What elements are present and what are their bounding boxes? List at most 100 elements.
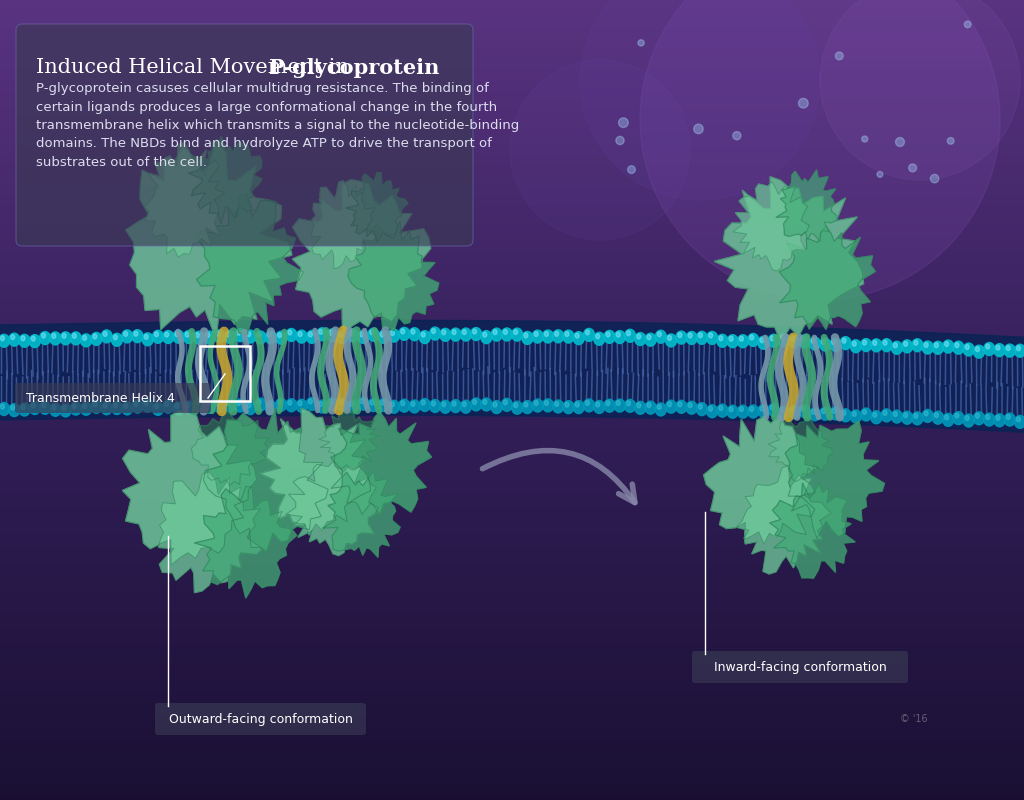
Bar (0, 129, 1024, 130)
Bar (0, 432, 1024, 433)
Bar (0, 410, 1024, 411)
Bar (0, 328, 1024, 329)
Ellipse shape (729, 406, 733, 412)
Bar (0, 540, 1024, 541)
Ellipse shape (522, 331, 532, 345)
Bar (0, 381, 1024, 382)
Bar (0, 537, 1024, 538)
Bar (0, 77, 1024, 78)
Bar (0, 412, 1024, 413)
Bar (0, 511, 1024, 512)
Ellipse shape (655, 403, 667, 416)
Ellipse shape (368, 398, 379, 411)
Bar (0, 607, 1024, 608)
Bar (0, 116, 1024, 117)
Bar (0, 195, 1024, 196)
Bar (0, 586, 1024, 587)
Ellipse shape (9, 403, 19, 417)
Bar (0, 796, 1024, 797)
Bar (0, 331, 1024, 332)
Bar (0, 585, 1024, 586)
Bar (0, 265, 1024, 266)
Bar (0, 147, 1024, 148)
Bar (0, 538, 1024, 539)
Bar (0, 568, 1024, 569)
Bar (0, 70, 1024, 71)
Bar (0, 615, 1024, 616)
Ellipse shape (535, 401, 539, 406)
Bar (0, 455, 1024, 456)
Circle shape (965, 21, 971, 28)
Bar (0, 447, 1024, 448)
Ellipse shape (719, 406, 723, 410)
Bar (0, 612, 1024, 613)
Bar (0, 563, 1024, 564)
Bar (0, 694, 1024, 695)
Bar (0, 6, 1024, 7)
Ellipse shape (419, 330, 430, 344)
Bar (0, 92, 1024, 93)
Ellipse shape (923, 341, 933, 354)
Bar (0, 187, 1024, 188)
Ellipse shape (788, 335, 800, 348)
Ellipse shape (819, 407, 830, 420)
Bar (0, 539, 1024, 540)
Bar (0, 61, 1024, 62)
Bar (0, 378, 1024, 379)
Bar (0, 117, 1024, 118)
Bar (0, 425, 1024, 426)
Ellipse shape (986, 414, 990, 420)
Ellipse shape (73, 334, 77, 338)
Text: Induced Helical Movement in: Induced Helical Movement in (36, 58, 355, 77)
Bar (0, 553, 1024, 554)
Bar (0, 589, 1024, 590)
Ellipse shape (850, 340, 861, 353)
Bar (0, 208, 1024, 209)
Bar (0, 274, 1024, 275)
Ellipse shape (994, 414, 1005, 426)
Bar (0, 488, 1024, 489)
Ellipse shape (883, 410, 887, 415)
Ellipse shape (512, 401, 522, 414)
Ellipse shape (748, 405, 759, 418)
Bar (0, 519, 1024, 520)
Ellipse shape (83, 335, 87, 340)
Bar (0, 141, 1024, 142)
Bar (0, 533, 1024, 534)
Bar (0, 696, 1024, 697)
Polygon shape (736, 466, 831, 574)
Bar (0, 196, 1024, 197)
Bar (0, 582, 1024, 583)
Ellipse shape (768, 403, 779, 417)
Ellipse shape (247, 403, 251, 408)
Ellipse shape (494, 402, 497, 407)
Ellipse shape (655, 330, 667, 343)
Bar (0, 621, 1024, 622)
Bar (0, 444, 1024, 445)
Bar (0, 460, 1024, 461)
Bar (0, 554, 1024, 555)
Bar (0, 759, 1024, 760)
Bar (0, 80, 1024, 81)
Ellipse shape (226, 332, 230, 337)
Bar (0, 535, 1024, 536)
Circle shape (836, 52, 843, 60)
Bar (0, 422, 1024, 423)
Ellipse shape (739, 406, 743, 412)
Ellipse shape (676, 331, 687, 344)
Bar (0, 440, 1024, 441)
Ellipse shape (40, 402, 50, 414)
Ellipse shape (492, 401, 502, 414)
Bar (0, 641, 1024, 642)
Ellipse shape (829, 407, 841, 420)
Bar (0, 333, 1024, 334)
Bar (0, 491, 1024, 492)
Bar (0, 234, 1024, 235)
Bar (0, 355, 1024, 356)
Ellipse shape (821, 339, 825, 344)
Bar (0, 145, 1024, 146)
Bar (0, 314, 1024, 315)
Bar (0, 26, 1024, 27)
Bar (0, 357, 1024, 358)
Ellipse shape (594, 332, 605, 346)
